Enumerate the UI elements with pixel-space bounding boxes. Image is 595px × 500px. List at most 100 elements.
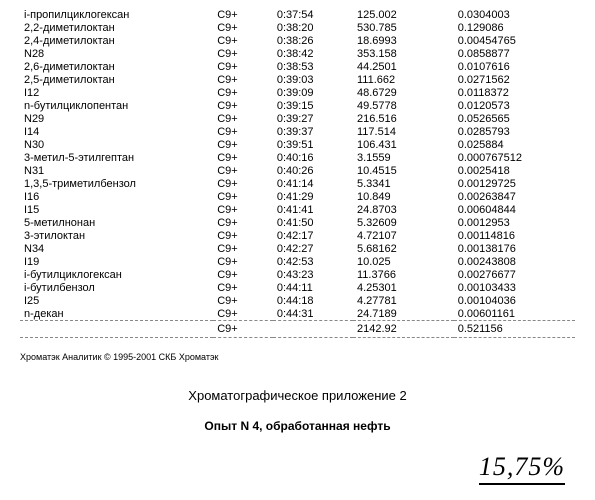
- compound-name: I25: [20, 294, 213, 307]
- value-1: 4.72107: [353, 229, 454, 242]
- value-2: 0.0304003: [454, 8, 575, 21]
- value-2: 0.0012953: [454, 216, 575, 229]
- value-1: 353.158: [353, 47, 454, 60]
- value-1: 24.7189: [353, 307, 454, 321]
- compound-name: I12: [20, 86, 213, 99]
- compound-name: i-пропилциклогексан: [20, 8, 213, 21]
- compound-name: i-бутилциклогексан: [20, 268, 213, 281]
- retention-time: 0:37:54: [273, 8, 353, 21]
- compound-name: N34: [20, 242, 213, 255]
- value-1: 4.25301: [353, 281, 454, 294]
- compound-name: i-бутилбензол: [20, 281, 213, 294]
- table-row: I12C9+0:39:0948.67290.0118372: [20, 86, 575, 99]
- value-1: 111.662: [353, 73, 454, 86]
- table-row: 2,5-диметилоктанC9+0:39:03111.6620.02715…: [20, 73, 575, 86]
- category: C9+: [213, 99, 273, 112]
- table-row: n-бутилциклопентанC9+0:39:1549.57780.012…: [20, 99, 575, 112]
- value-2: 0.0858877: [454, 47, 575, 60]
- retention-time: 0:44:18: [273, 294, 353, 307]
- category: C9+: [213, 268, 273, 281]
- table-row: I16C9+0:41:2910.8490.00263847: [20, 190, 575, 203]
- retention-time: 0:41:41: [273, 203, 353, 216]
- retention-time: 0:39:15: [273, 99, 353, 112]
- retention-time: 0:39:27: [273, 112, 353, 125]
- compound-name: 5-метилнонан: [20, 216, 213, 229]
- table-row: N31C9+0:40:2610.45150.0025418: [20, 164, 575, 177]
- category: C9+: [213, 8, 273, 21]
- table-row: 3-этилоктанC9+0:42:174.721070.00114816: [20, 229, 575, 242]
- table-row: 5-метилнонанC9+0:41:505.326090.0012953: [20, 216, 575, 229]
- retention-time: 0:38:26: [273, 34, 353, 47]
- value-1: 530.785: [353, 21, 454, 34]
- value-2: 0.0526565: [454, 112, 575, 125]
- retention-time: 0:43:23: [273, 268, 353, 281]
- compound-name: I19: [20, 255, 213, 268]
- value-1: 11.3766: [353, 268, 454, 281]
- compound-name: 3-метил-5-этилгептан: [20, 151, 213, 164]
- value-1: 4.27781: [353, 294, 454, 307]
- retention-time: 0:42:27: [273, 242, 353, 255]
- compound-name: N31: [20, 164, 213, 177]
- compound-name: 2,5-диметилоктан: [20, 73, 213, 86]
- value-2: 0.00129725: [454, 177, 575, 190]
- table-row: i-бутилбензолC9+0:44:114.253010.00103433: [20, 281, 575, 294]
- value-1: 10.025: [353, 255, 454, 268]
- table-row: I19C9+0:42:5310.0250.00243808: [20, 255, 575, 268]
- retention-time: 0:41:29: [273, 190, 353, 203]
- category: C9+: [213, 321, 273, 338]
- category: C9+: [213, 21, 273, 34]
- value-2: 0.00276677: [454, 268, 575, 281]
- retention-time: 0:42:17: [273, 229, 353, 242]
- category: C9+: [213, 60, 273, 73]
- category: C9+: [213, 86, 273, 99]
- handwritten-note: 15,75%: [479, 452, 565, 485]
- table-total-row: C9+2142.920.521156: [20, 321, 575, 338]
- compound-name: 2,2-диметилоктан: [20, 21, 213, 34]
- category: C9+: [213, 125, 273, 138]
- value-1: 125.002: [353, 8, 454, 21]
- retention-time: 0:39:51: [273, 138, 353, 151]
- table-row: 3-метил-5-этилгептанC9+0:40:163.15590.00…: [20, 151, 575, 164]
- category: C9+: [213, 34, 273, 47]
- value-1: 106.431: [353, 138, 454, 151]
- category: C9+: [213, 255, 273, 268]
- compound-name: 2,4-диметилоктан: [20, 34, 213, 47]
- retention-time: 0:41:14: [273, 177, 353, 190]
- value-2: 0.0271562: [454, 73, 575, 86]
- experiment-title: Опыт N 4, обработанная нефть: [0, 419, 595, 433]
- compound-name: 3-этилоктан: [20, 229, 213, 242]
- value-1: 24.8703: [353, 203, 454, 216]
- table-row: i-бутилциклогексанC9+0:43:2311.37660.002…: [20, 268, 575, 281]
- compound-name: N30: [20, 138, 213, 151]
- category: C9+: [213, 216, 273, 229]
- retention-time: 0:38:53: [273, 60, 353, 73]
- value-1: 49.5778: [353, 99, 454, 112]
- compound-name: N28: [20, 47, 213, 60]
- value-2: 0.0285793: [454, 125, 575, 138]
- value-1: 5.32609: [353, 216, 454, 229]
- value-2: 0.00243808: [454, 255, 575, 268]
- value-1: 18.6993: [353, 34, 454, 47]
- category: C9+: [213, 47, 273, 60]
- table-row: n-деканC9+0:44:3124.71890.00601161: [20, 307, 575, 321]
- value-1: 44.2501: [353, 60, 454, 73]
- compound-name: n-декан: [20, 307, 213, 321]
- table-row: I15C9+0:41:4124.87030.00604844: [20, 203, 575, 216]
- value-2: 0.0107616: [454, 60, 575, 73]
- value-2: 0.0025418: [454, 164, 575, 177]
- table-row: I14C9+0:39:37117.5140.0285793: [20, 125, 575, 138]
- value-1: 5.3341: [353, 177, 454, 190]
- compound-name: I14: [20, 125, 213, 138]
- retention-time: 0:42:53: [273, 255, 353, 268]
- compound-name: [20, 321, 213, 338]
- value-1: 48.6729: [353, 86, 454, 99]
- category: C9+: [213, 242, 273, 255]
- retention-time: 0:38:42: [273, 47, 353, 60]
- category: C9+: [213, 307, 273, 321]
- copyright-line: Хроматэк Аналитик © 1995-2001 СКБ Хромат…: [20, 352, 595, 362]
- value-2: 0.00103433: [454, 281, 575, 294]
- category: C9+: [213, 177, 273, 190]
- category: C9+: [213, 229, 273, 242]
- value-2: 0.00601161: [454, 307, 575, 321]
- value-1: 10.4515: [353, 164, 454, 177]
